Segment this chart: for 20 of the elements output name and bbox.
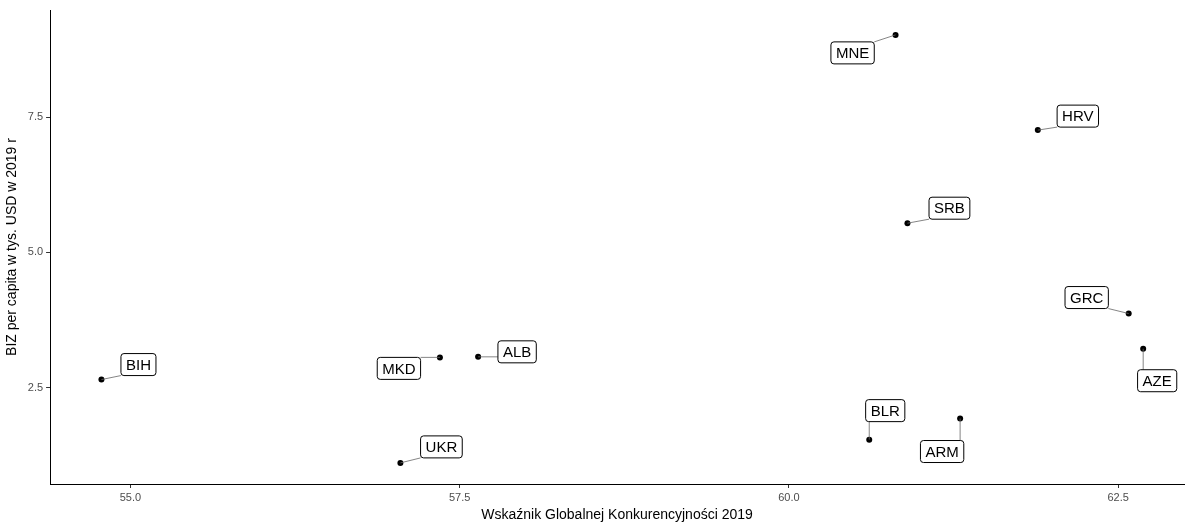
annotation: HRV <box>1062 107 1094 125</box>
annotation: MKD <box>382 359 416 377</box>
x-tick-label: 55.0 <box>119 490 142 503</box>
x-axis-title: Wskaźnik Globalnej Konkurencyjności 2019 <box>481 506 754 523</box>
x-tick-label: 57.5 <box>448 490 471 503</box>
y-tick-label: 7.5 <box>27 110 44 123</box>
annotation: BLR <box>870 401 900 419</box>
annotation: BIH <box>125 355 151 373</box>
y-axis-title: BIZ per capita w tys. USD w 2019 r <box>3 137 20 356</box>
annotation: ARM <box>925 442 959 460</box>
annotation: UKR <box>425 438 458 456</box>
annotation: MNE <box>835 44 870 62</box>
annotation: GRC <box>1070 288 1104 306</box>
annotation: SRB <box>934 199 965 217</box>
y-tick-label: 5.0 <box>27 245 44 258</box>
annotation: AZE <box>1142 371 1172 389</box>
y-tick-label: 2.5 <box>27 380 44 393</box>
annotation: ALB <box>502 342 532 360</box>
x-tick-label: 60.0 <box>778 490 800 503</box>
x-tick-label: 62.5 <box>1107 490 1129 503</box>
